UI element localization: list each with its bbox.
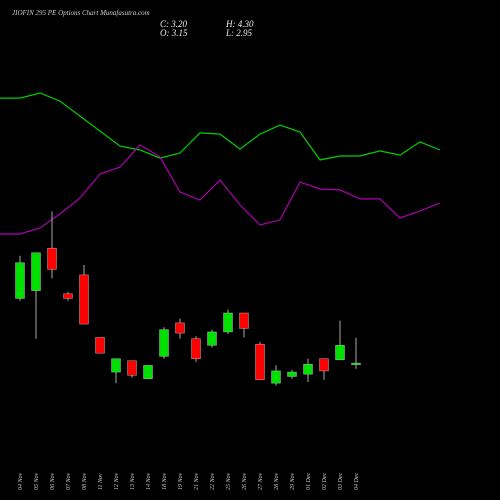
x-tick-label: 25 Nov <box>226 472 232 490</box>
candle-body <box>143 365 153 379</box>
candle-body <box>111 358 121 373</box>
candle-body <box>159 329 169 357</box>
x-tick-label: 19 Nov <box>178 472 184 490</box>
close-label: C: 3.20 <box>160 19 188 29</box>
x-tick-label: 21 Nov <box>194 472 200 490</box>
candle-body <box>95 337 105 354</box>
candle-body <box>223 312 233 333</box>
candle-body <box>47 247 57 270</box>
candle-body <box>191 338 201 359</box>
candle-body <box>239 312 249 329</box>
x-tick-label: 13 Nov <box>130 472 136 490</box>
candle-body <box>271 370 281 384</box>
x-tick-label: 14 Nov <box>145 472 152 490</box>
x-tick-label: 27 Nov <box>258 472 264 490</box>
chart-title: JIOFIN 295 PE Options Chart Munafasutra.… <box>12 9 150 17</box>
candle-body <box>287 371 297 377</box>
x-tick-label: 08 Nov <box>82 472 88 490</box>
x-tick-label: 26 Nov <box>242 472 248 490</box>
x-tick-label: 07 Nov <box>66 472 72 490</box>
x-tick-label: 03 Dec <box>338 473 344 490</box>
candle-body <box>175 322 185 334</box>
x-tick-label: 05 Nov <box>34 472 40 490</box>
candle-body <box>303 364 313 375</box>
x-tick-label: 02 Dec <box>322 473 328 490</box>
candle-body <box>319 358 329 372</box>
low-label: L: 2.95 <box>225 28 253 38</box>
candle-body <box>255 343 265 380</box>
indicator-line <box>0 144 441 235</box>
candle-body <box>351 362 361 365</box>
candle-body <box>79 274 89 325</box>
x-tick-label: 11 Nov <box>98 473 104 490</box>
x-tick-label: 28 Nov <box>274 472 280 490</box>
x-tick-label: 04 Nov <box>17 472 24 490</box>
candle-body <box>335 345 345 361</box>
x-tick-label: 06 Nov <box>50 472 56 490</box>
candle-body <box>63 293 73 299</box>
x-tick-label: 22 Nov <box>210 472 216 490</box>
candle-body <box>127 360 137 376</box>
x-tick-label: 12 Nov <box>114 472 120 490</box>
x-tick-label: 18 Nov <box>162 472 168 490</box>
candle-body <box>207 331 217 346</box>
x-tick-label: 04 Dec <box>353 473 360 490</box>
high-label: H: 4.30 <box>225 19 254 29</box>
candle-body <box>31 252 41 291</box>
x-tick-label: 29 Nov <box>290 472 296 490</box>
indicator-line <box>0 92 441 161</box>
x-tick-label: 01 Dec <box>306 473 312 490</box>
candle-body <box>15 262 25 299</box>
open-label: O: 3.15 <box>160 28 188 38</box>
